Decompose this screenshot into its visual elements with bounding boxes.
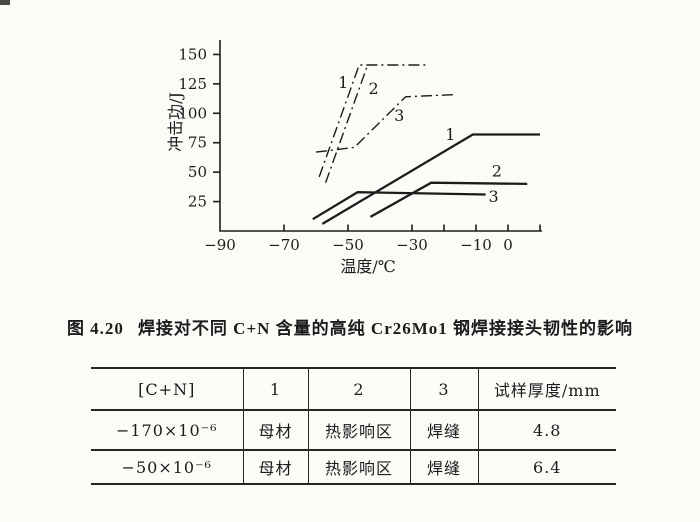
cell-curve-3: 焊缝 (409, 450, 478, 484)
cell-curve-2: 热影响区 (307, 410, 410, 450)
x-tick-label: −90 (204, 236, 236, 254)
cell-curve-1: 母材 (242, 450, 308, 484)
curve-label-dashdot-2: 2 (369, 79, 379, 98)
curve-label-dashdot-3: 3 (394, 106, 404, 125)
header-curve-1: 1 (242, 368, 308, 410)
table-row: −50×10⁻⁶ 母材 热影响区 焊缝 6.4 (91, 450, 616, 484)
series-line-solid-1 (321, 133, 540, 225)
cell-curve-2: 热影响区 (307, 450, 410, 484)
impact-toughness-chart: 25 50 75 100 125 150 −90 −70 −50 −30 −10 0 温度/℃ 冲击功/J… (166, 40, 542, 276)
x-tick-label: −70 (268, 236, 300, 254)
header-cn: [C+N] (138, 379, 196, 399)
y-tick-label: 100 (178, 104, 207, 122)
curve-label-solid-3: 3 (489, 187, 499, 206)
curve-label-solid-2: 2 (492, 161, 502, 180)
table-header-row: [C+N] 1 2 3 试样厚度/mm (91, 368, 616, 410)
x-tick-label: 0 (503, 236, 513, 254)
series-line-solid-2 (369, 181, 528, 218)
x-tick-label: −30 (396, 236, 428, 254)
y-tick-label: 75 (188, 134, 207, 152)
cell-curve-3: 焊缝 (409, 410, 478, 450)
y-tick-label: 150 (178, 45, 207, 63)
specimen-table: [C+N] 1 2 3 试样厚度/mm −170×10⁻⁶ 母材 热影响区 焊缝… (91, 367, 616, 485)
series-line-solid-3 (312, 191, 486, 221)
header-curve-3: 3 (409, 368, 478, 410)
scan-artifact (0, 0, 10, 5)
header-thickness: 试样厚度/mm (477, 368, 616, 410)
header-curve-2: 2 (307, 368, 410, 410)
series-line-dashdot-3 (315, 93, 457, 153)
curve-label-solid-1: 1 (445, 125, 455, 144)
y-tick-label: 25 (188, 193, 207, 211)
axis-line (219, 40, 542, 232)
x-tick-label: −10 (460, 236, 492, 254)
x-axis-label: 温度/℃ (340, 257, 395, 276)
y-axis-label: 冲击功/J (166, 92, 185, 152)
y-tick-label: 50 (188, 163, 207, 181)
figure-title: 焊接对不同 C+N 含量的高纯 Cr26Mo1 钢焊接接头韧性的影响 (137, 319, 634, 338)
cell-curve-1: 母材 (242, 410, 308, 450)
x-tick-label: −50 (332, 236, 364, 254)
figure-caption: 图 4.20 焊接对不同 C+N 含量的高纯 Cr26Mo1 钢焊接接头韧性的影响 (0, 314, 700, 339)
cell-cn-content: −170×10⁻⁶ (115, 420, 218, 440)
cell-cn-content: −50×10⁻⁶ (121, 457, 212, 477)
series-line-dashdot-1 (318, 64, 427, 178)
figure-number: 图 4.20 (66, 319, 124, 338)
y-tick-label: 125 (178, 75, 207, 93)
curve-label-dashdot-1: 1 (338, 73, 348, 92)
table-row: −170×10⁻⁶ 母材 热影响区 焊缝 4.8 (91, 410, 616, 450)
cell-thickness: 4.8 (477, 410, 616, 450)
cell-thickness: 6.4 (477, 450, 616, 484)
